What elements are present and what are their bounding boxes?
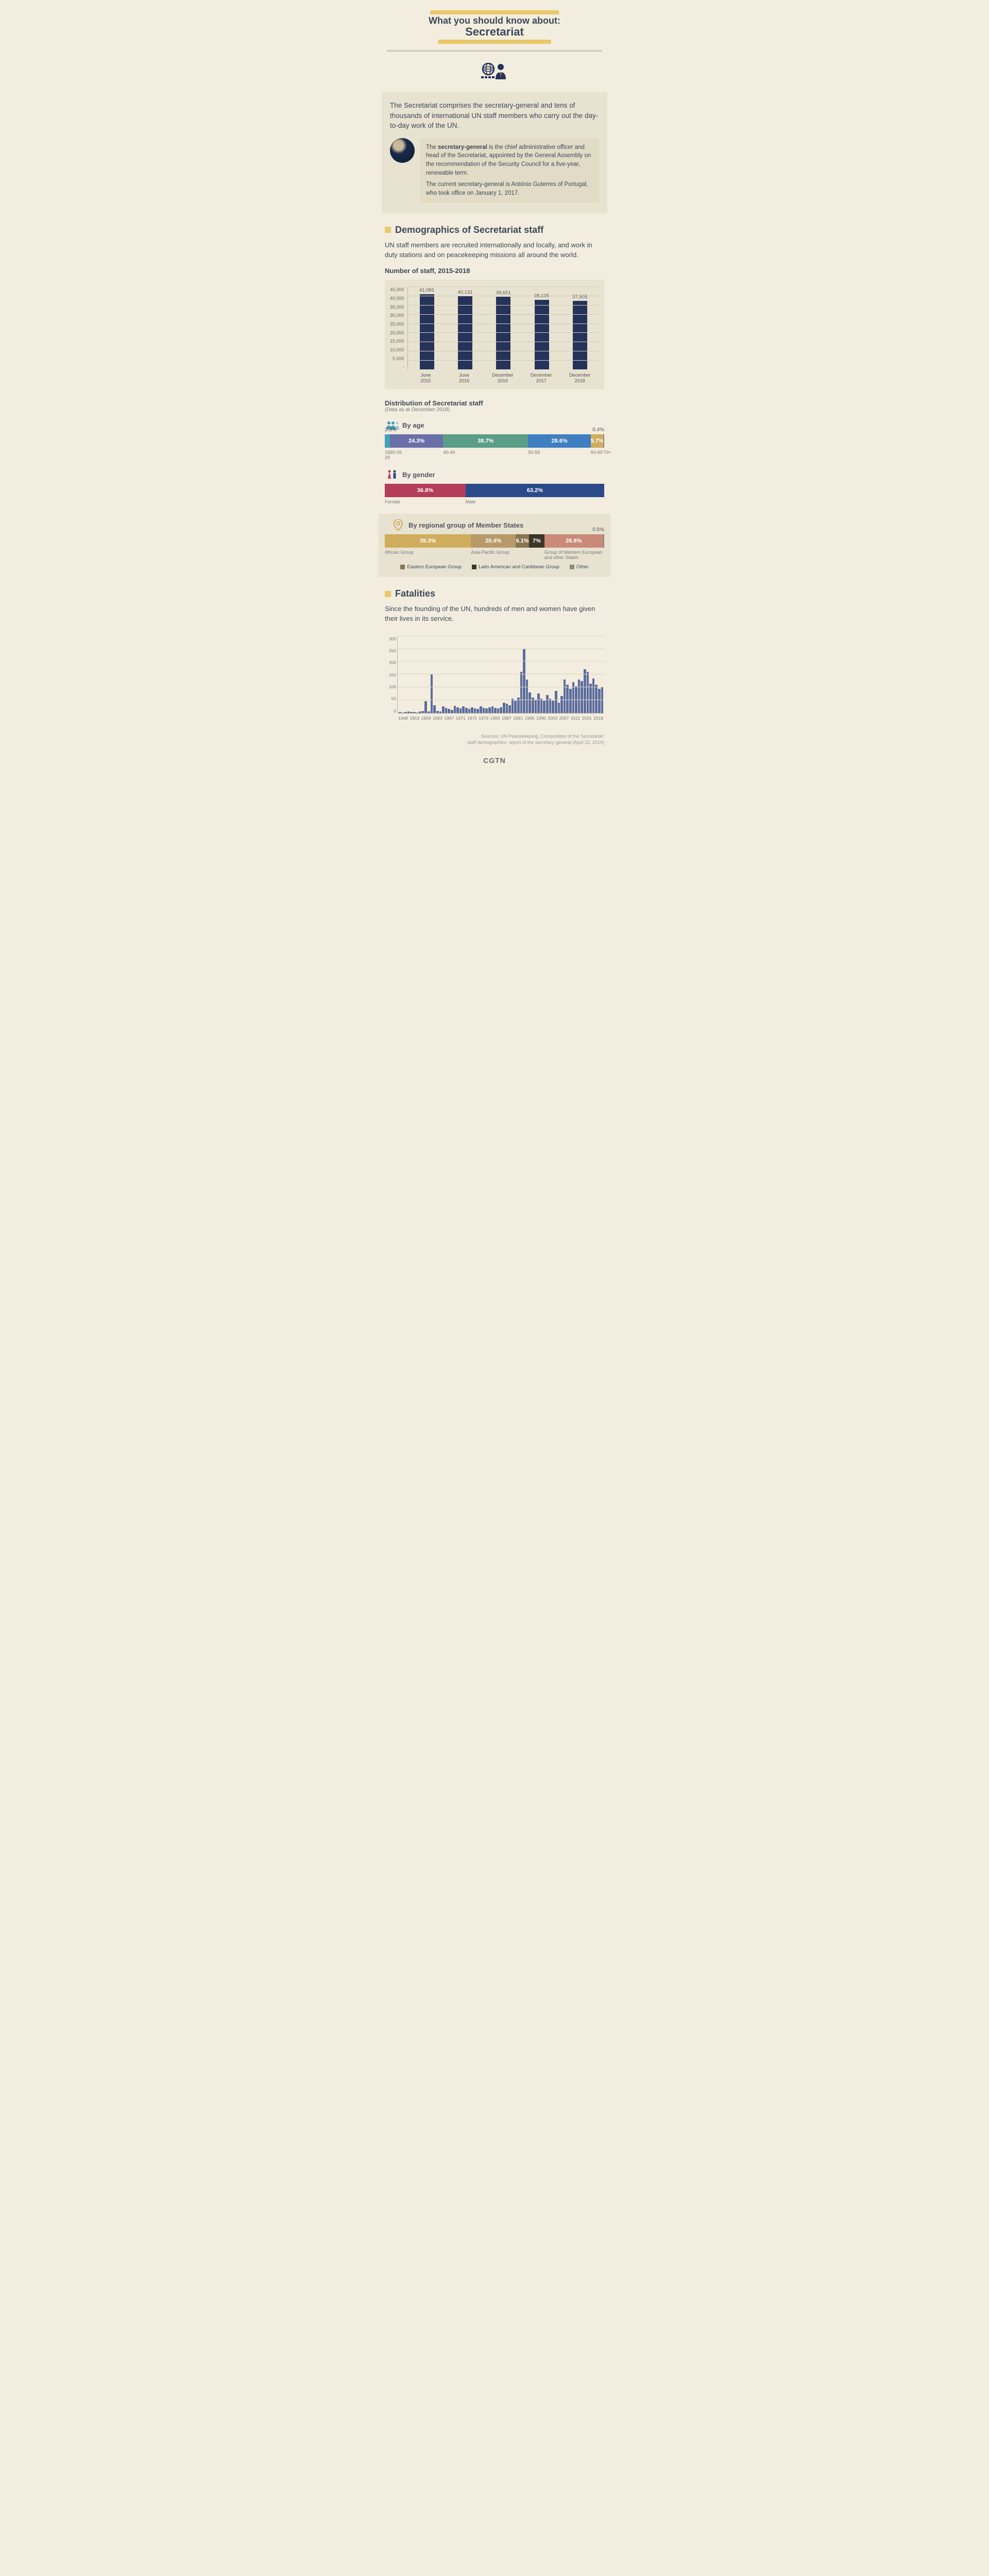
title-line2: Secretariat xyxy=(387,25,602,39)
sg-para2: The current secretary-general is António… xyxy=(426,180,593,197)
bar-col: 37,505 xyxy=(562,294,597,369)
legend-item: Latin American and Caribbean Group xyxy=(472,564,559,570)
staff-chart-title: Number of staff, 2015-2018 xyxy=(385,267,604,275)
segment: 36.8% xyxy=(385,484,466,497)
section-marker xyxy=(385,227,391,233)
intro-text: The Secretariat comprises the secretary-… xyxy=(390,100,599,131)
segment: 7% xyxy=(529,534,544,548)
sg-para1: The secretary-general is the chief admin… xyxy=(426,143,593,178)
fatalities-intro: Since the founding of the UN, hundreds o… xyxy=(385,604,604,624)
fatalities-section: Fatalities Since the founding of the UN,… xyxy=(371,588,618,726)
dist-title: Distribution of Secretariat staff xyxy=(385,399,604,407)
gender-labels: FemaleMale xyxy=(385,499,604,504)
dist-by-gender: By gender 36.8%63.2% FemaleMale xyxy=(385,469,604,504)
region-legend: Eastern European Group Latin American and… xyxy=(385,564,604,570)
staff-plot: 41,08140,13139,65138,10537,505 xyxy=(407,287,599,369)
segment xyxy=(385,434,390,448)
logo: CGTN xyxy=(371,756,618,765)
legend-item: Other xyxy=(570,564,589,570)
dist-by-age: By age 24.3%38.7%28.6%5.7% 2.3%0.4% 18-2… xyxy=(385,420,604,460)
bar-col: 39,651 xyxy=(486,290,521,369)
segment: 63.2% xyxy=(466,484,604,497)
demographics-intro: UN staff members are recruited internati… xyxy=(385,241,604,260)
legend-item: Eastern European Group xyxy=(400,564,462,570)
bar-col: 40,131 xyxy=(448,290,483,370)
fatalities-plot xyxy=(397,636,604,714)
demographics-section: Demographics of Secretariat staff UN sta… xyxy=(371,225,618,577)
divider xyxy=(387,50,602,52)
region-labels: African GroupAsia-Pacific GroupGroup of … xyxy=(385,550,604,560)
sg-avatar xyxy=(390,138,415,163)
fatalities-y-axis: 050100150200250300 xyxy=(385,636,396,714)
age-ranges: 18-2930-3940-4950-5960-6970+ xyxy=(385,450,604,460)
segment: 5.7% xyxy=(591,434,603,448)
hero-icon xyxy=(371,61,618,85)
segment: 28.6% xyxy=(528,434,591,448)
segment xyxy=(603,534,604,548)
segment: 24.3% xyxy=(390,434,444,448)
region-stacked-bar: 39.3%20.4%6.1%7%26.8% xyxy=(385,534,604,548)
title-accent-top xyxy=(430,10,559,14)
intro-box: The Secretariat comprises the secretary-… xyxy=(382,92,607,213)
by-age-label: By age xyxy=(402,421,424,429)
staff-bar-chart: -5,00010,00015,00020,00025,00030,00035,0… xyxy=(385,280,604,389)
sources: Sources: UN Peacekeeping, Composition of… xyxy=(385,733,604,746)
fatalities-chart: 050100150200250300 194819531959196319671… xyxy=(385,631,604,726)
fatalities-title: Fatalities xyxy=(395,588,435,599)
by-region-label: By regional group of Member States xyxy=(408,521,523,529)
staff-x-labels: June2015June2016December2016December2017… xyxy=(406,372,599,384)
segment: 39.3% xyxy=(385,534,471,548)
footer: CGTN xyxy=(371,746,618,778)
staff-y-axis: -5,00010,00015,00020,00025,00030,00035,0… xyxy=(390,287,407,369)
gender-icon xyxy=(385,469,399,480)
by-gender-label: By gender xyxy=(402,471,435,479)
dist-subtitle: (Data as at December 2018) xyxy=(385,407,604,413)
segment: 38.7% xyxy=(443,434,528,448)
section-marker xyxy=(385,591,391,597)
title-line1: What you should know about: xyxy=(387,15,602,26)
pin-icon xyxy=(391,520,405,530)
age-stacked-bar: 24.3%38.7%28.6%5.7% xyxy=(385,434,604,448)
segment: 20.4% xyxy=(471,534,516,548)
gender-stacked-bar: 36.8%63.2% xyxy=(385,484,604,497)
title-accent-bottom xyxy=(438,40,551,44)
sg-text-box: The secretary-general is the chief admin… xyxy=(420,138,599,203)
segment xyxy=(603,434,604,448)
demographics-title: Demographics of Secretariat staff xyxy=(395,225,543,235)
segment: 6.1% xyxy=(516,534,529,548)
segment: 26.8% xyxy=(544,534,603,548)
bar-col: 41,081 xyxy=(410,287,444,369)
fatalities-x-labels: 1948195319591963196719711975197919831987… xyxy=(397,716,604,721)
header: What you should know about: Secretariat xyxy=(371,0,618,44)
dist-by-region: By regional group of Member States 39.3%… xyxy=(379,514,610,577)
